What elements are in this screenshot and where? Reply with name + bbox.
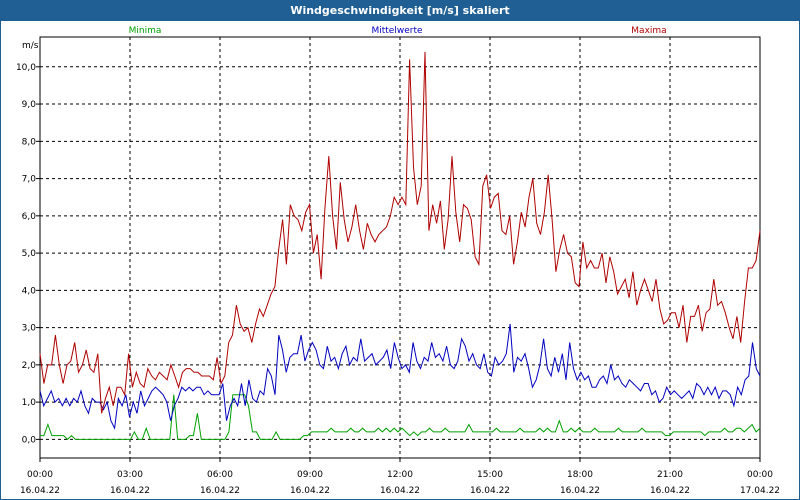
- series-line-minima: [40, 394, 761, 441]
- window-title: Windgeschwindigkeit [m/s] skaliert: [1, 1, 799, 21]
- x-tick-date-label: 16.04.22: [110, 486, 150, 496]
- x-tick-time-label: 12:00: [387, 470, 413, 480]
- x-tick-date-label: 16.04.22: [650, 486, 690, 496]
- x-tick-date-label: 16.04.22: [560, 486, 600, 496]
- y-tick-label: 3,0: [22, 324, 37, 334]
- series-line-maxima: [39, 51, 761, 414]
- x-tick-date-label: 16.04.22: [20, 486, 60, 496]
- x-tick-time-label: 06:00: [207, 470, 233, 480]
- y-tick-label: 4,0: [22, 286, 37, 296]
- x-tick-time-label: 03:00: [117, 470, 143, 480]
- legend-item-mittelwerte: Mittelwerte: [371, 26, 422, 36]
- x-tick-date-label: 16.04.22: [290, 486, 330, 496]
- axis-ticks: 0,0 1,0 2,0 3,0 4,0 5,0 6,0 7,0 8,0 9,0 10,0 00:00 1…: [16, 63, 780, 496]
- y-tick-label: 10,0: [16, 63, 36, 73]
- series-lines: [39, 51, 761, 441]
- series-line-mittelwerte: [39, 323, 761, 430]
- y-tick-label: 7,0: [22, 175, 37, 185]
- y-tick-label: 5,0: [22, 249, 37, 259]
- y-tick-label: 0,0: [22, 435, 37, 445]
- x-tick-date-label: 16.04.22: [380, 486, 420, 496]
- x-tick-date-label: 17.04.22: [740, 486, 780, 496]
- x-tick-date-label: 16.04.22: [470, 486, 510, 496]
- y-tick-label: 1,0: [22, 398, 37, 408]
- x-tick-time-label: 15:00: [477, 470, 503, 480]
- x-tick-date-label: 16.04.22: [200, 486, 240, 496]
- grid-lines: [40, 37, 760, 458]
- x-tick-time-label: 09:00: [297, 470, 323, 480]
- x-tick-time-label: 21:00: [657, 470, 683, 480]
- legend: Minima Mittelwerte Maxima: [129, 26, 667, 36]
- legend-item-maxima: Maxima: [631, 26, 666, 36]
- y-tick-label: 6,0: [22, 212, 37, 222]
- x-tick-time-label: 00:00: [27, 470, 53, 480]
- y-tick-label: 9,0: [22, 100, 37, 110]
- y-tick-label: 2,0: [22, 361, 37, 371]
- y-tick-label: 8,0: [22, 137, 37, 147]
- x-tick-time-label: 18:00: [567, 470, 593, 480]
- x-tick-time-label: 00:00: [747, 470, 773, 480]
- legend-item-minima: Minima: [129, 26, 162, 36]
- y-axis-unit-label: m/s: [22, 41, 39, 51]
